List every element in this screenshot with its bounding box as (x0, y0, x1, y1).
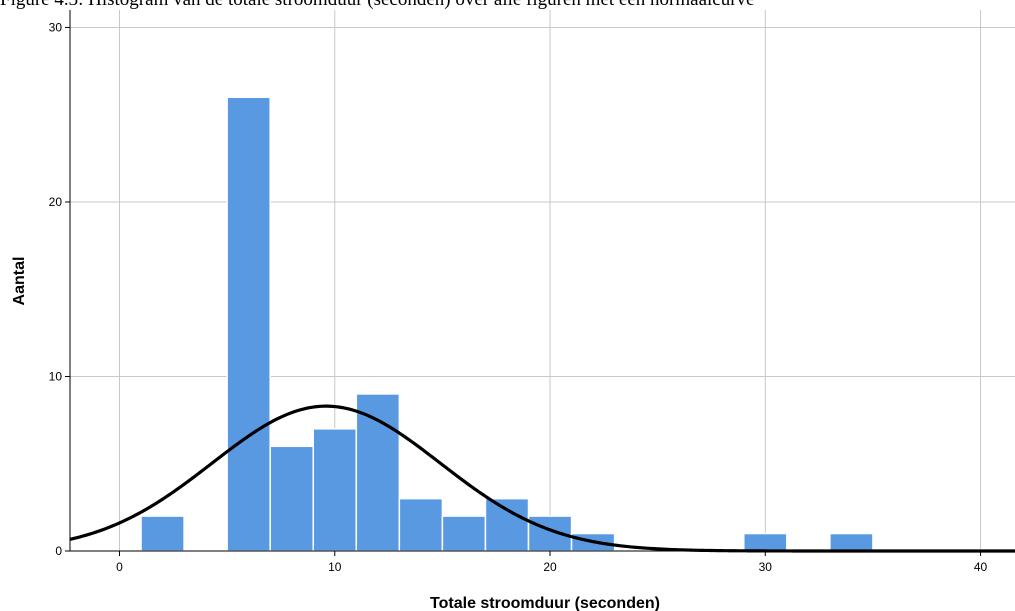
x-tick-label: 0 (116, 560, 123, 574)
histogram-bar (226, 96, 271, 552)
histogram-bar (355, 393, 401, 552)
y-tick-label: 30 (49, 20, 63, 34)
y-axis-label: Aantal (11, 257, 28, 306)
histogram-bar (398, 497, 444, 552)
histogram-bar (312, 428, 358, 552)
y-tick-label: 20 (49, 195, 63, 209)
x-axis-label: Totale stroomduur (seconden) (430, 595, 660, 611)
figure-caption: Figure 4.3: Histogram van de totale stro… (0, 0, 1015, 12)
histogram-bars (140, 96, 874, 552)
histogram-bar (829, 532, 874, 552)
histogram-bar (140, 515, 185, 552)
grid-lines (70, 10, 1015, 551)
histogram-bar (441, 515, 487, 552)
y-tick-label: 0 (55, 544, 62, 558)
x-tick-label: 30 (759, 560, 773, 574)
x-tick-label: 20 (543, 560, 557, 574)
histogram-bar (269, 445, 314, 552)
axes (69, 10, 1015, 552)
x-tick-label: 10 (328, 560, 342, 574)
figure-caption-text: Figure 4.3: Histogram van de totale stro… (0, 0, 754, 11)
histogram-bar (743, 532, 788, 552)
y-tick-label: 10 (49, 369, 63, 383)
x-tick-label: 40 (974, 560, 988, 574)
histogram-bar (484, 497, 530, 552)
tick-labels: 0 10 20 30 0 10 20 30 40 (49, 20, 988, 574)
